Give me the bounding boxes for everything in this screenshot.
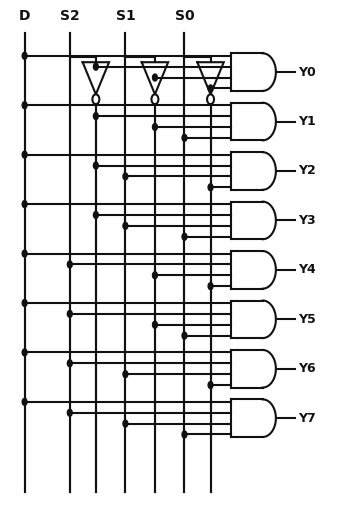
Circle shape <box>93 212 98 218</box>
Text: S2: S2 <box>60 9 80 23</box>
Text: Y7: Y7 <box>298 411 316 425</box>
Text: Y2: Y2 <box>298 164 316 178</box>
Circle shape <box>93 162 98 169</box>
Text: Y6: Y6 <box>298 362 316 375</box>
Circle shape <box>22 151 27 158</box>
Circle shape <box>152 124 157 130</box>
Circle shape <box>182 332 187 339</box>
Circle shape <box>208 85 213 92</box>
Circle shape <box>67 311 72 317</box>
Circle shape <box>22 300 27 306</box>
Text: Y4: Y4 <box>298 263 316 277</box>
Text: Y0: Y0 <box>298 65 316 79</box>
Circle shape <box>67 409 72 416</box>
Circle shape <box>22 399 27 405</box>
Circle shape <box>182 134 187 141</box>
Text: Y3: Y3 <box>298 214 316 227</box>
Text: S0: S0 <box>174 9 194 23</box>
Circle shape <box>208 382 213 388</box>
Circle shape <box>22 201 27 208</box>
Circle shape <box>152 321 157 328</box>
Text: D: D <box>19 9 30 23</box>
Circle shape <box>22 250 27 257</box>
Circle shape <box>208 184 213 191</box>
Circle shape <box>93 113 98 119</box>
Circle shape <box>22 102 27 109</box>
Circle shape <box>123 222 128 229</box>
Circle shape <box>93 63 98 70</box>
Circle shape <box>22 349 27 356</box>
Circle shape <box>22 53 27 59</box>
Circle shape <box>182 233 187 240</box>
Text: Y1: Y1 <box>298 115 316 128</box>
Circle shape <box>67 360 72 367</box>
Circle shape <box>123 371 128 377</box>
Circle shape <box>152 272 157 279</box>
Circle shape <box>123 420 128 427</box>
Circle shape <box>182 431 187 438</box>
Circle shape <box>152 74 157 81</box>
Circle shape <box>208 283 213 289</box>
Circle shape <box>67 261 72 268</box>
Text: S1: S1 <box>115 9 135 23</box>
Text: Y5: Y5 <box>298 313 316 326</box>
Circle shape <box>123 173 128 180</box>
